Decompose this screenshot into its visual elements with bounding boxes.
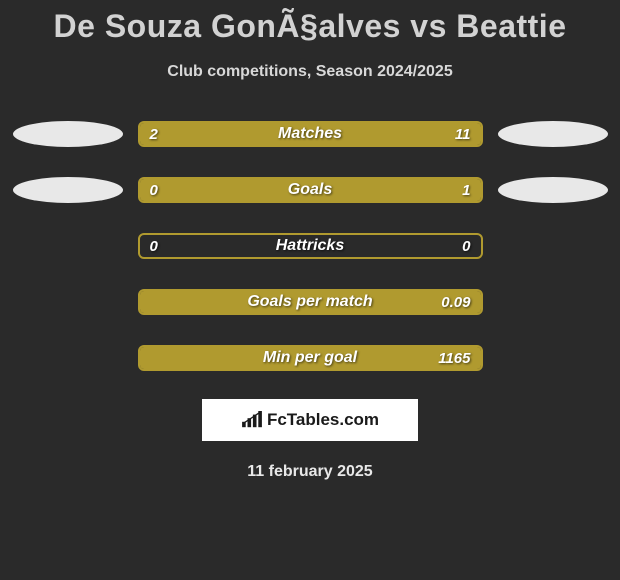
stat-right-value: 0 bbox=[462, 235, 470, 257]
stat-bar: 0 Hattricks 0 bbox=[138, 233, 483, 259]
stat-row: Min per goal 1165 bbox=[0, 345, 620, 371]
stat-bar: Min per goal 1165 bbox=[138, 345, 483, 371]
left-ellipse-icon bbox=[13, 121, 123, 147]
stat-label: Matches bbox=[140, 123, 481, 145]
logo-text: FcTables.com bbox=[267, 410, 379, 430]
stat-row: 0 Goals 1 bbox=[0, 177, 620, 203]
fctables-logo: FcTables.com bbox=[202, 399, 418, 441]
right-ellipse-icon bbox=[498, 177, 608, 203]
stat-bar: 0 Goals 1 bbox=[138, 177, 483, 203]
subtitle: Club competitions, Season 2024/2025 bbox=[167, 63, 452, 81]
stat-label: Min per goal bbox=[140, 347, 481, 369]
stat-row: 2 Matches 11 bbox=[0, 121, 620, 147]
stat-label: Goals per match bbox=[140, 291, 481, 313]
date-label: 11 february 2025 bbox=[247, 463, 372, 481]
stat-label: Goals bbox=[140, 179, 481, 201]
bar-chart-icon bbox=[241, 411, 263, 429]
right-ellipse-icon bbox=[498, 121, 608, 147]
stat-right-value: 1 bbox=[462, 179, 470, 201]
stat-bar: Goals per match 0.09 bbox=[138, 289, 483, 315]
stat-row: Goals per match 0.09 bbox=[0, 289, 620, 315]
comparison-rows: 2 Matches 11 0 Goals 1 0 Hattr bbox=[0, 121, 620, 371]
stat-label: Hattricks bbox=[140, 235, 481, 257]
stat-right-value: 0.09 bbox=[441, 291, 470, 313]
left-ellipse-icon bbox=[13, 177, 123, 203]
stat-row: 0 Hattricks 0 bbox=[0, 233, 620, 259]
page-title: De Souza GonÃ§alves vs Beattie bbox=[54, 8, 567, 45]
stat-right-value: 11 bbox=[455, 123, 471, 145]
stat-right-value: 1165 bbox=[438, 347, 470, 369]
stat-bar: 2 Matches 11 bbox=[138, 121, 483, 147]
